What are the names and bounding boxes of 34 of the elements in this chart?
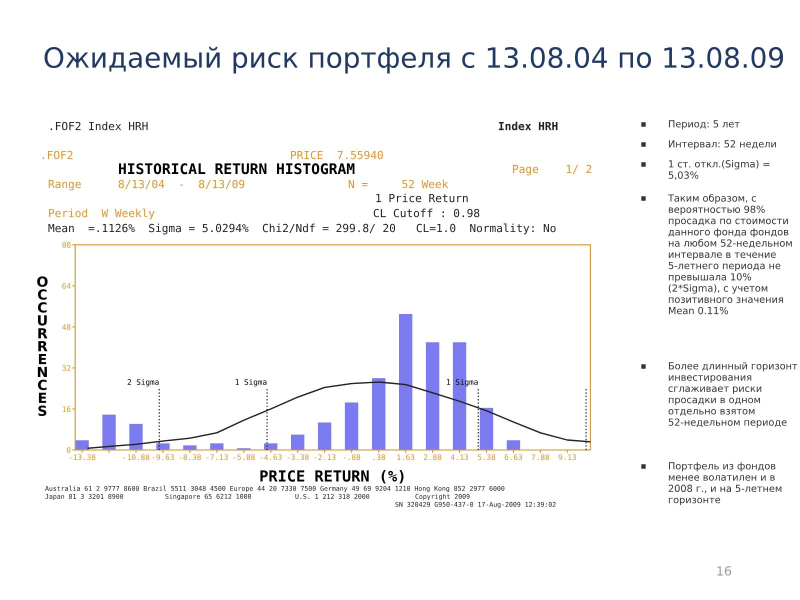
- text: OCCURRENCES: [37, 276, 48, 416]
- text: Index HRH: [498, 122, 558, 130]
- bar: [480, 408, 494, 450]
- text: 1 Price Return: [376, 194, 468, 202]
- x-axis-title: PRICE RETURN (%): [260, 470, 404, 484]
- text: CL Cutoff : 0.98: [374, 208, 480, 218]
- line-series: [87, 381, 590, 449]
- text: N = 52 Week: [348, 180, 448, 188]
- bar: [372, 378, 386, 450]
- text: 8/13/04 - 8/13/09: [118, 180, 244, 190]
- text: 1 ст. откл.(Sigma) = 5,03%: [668, 160, 770, 180]
- text: .FOF2: [42, 150, 73, 160]
- bar: [344, 402, 358, 450]
- text: PRICE 7.55940: [291, 150, 383, 160]
- text: Интервал: 52 недели: [668, 140, 776, 150]
- text: Page 1/ 2: [513, 164, 592, 176]
- bar: [398, 314, 412, 450]
- bar: [506, 440, 520, 450]
- text: Период: 5 лет: [668, 120, 740, 130]
- bar: [318, 422, 332, 450]
- text: Mean =.1126% Sigma = 5.0294% Chi2/Ndf = 299.8/ 20 CL=1.0 Normality: No: [48, 224, 556, 234]
- bar: [102, 414, 116, 450]
- bar: [290, 434, 304, 450]
- bar: [210, 443, 224, 450]
- text: 16: [717, 566, 732, 576]
- text: Более длинный горизонт инвестирования сглаживает риски просадки в одном отдельно взятом 52-недельном периоде: [668, 362, 798, 428]
- text: .FOF2 Index HRH: [50, 122, 148, 130]
- bar: [426, 342, 440, 450]
- chart-title: Ожидаемый риск портфеля с 13.08.04 по 13.08.09: [44, 46, 784, 74]
- text: Портфель из фондов менее волатилен и в 2008 г., и на 5-летнем горизонте: [668, 462, 782, 506]
- text: Таким образом, с вероятностью 98% просадка по стоимости данного фонда фондов на любом 52-недельном интервале в течение 5-летнего периода не превышала 10% (2*Sigma), с учетом позитивного значения Mean 0.11%: [668, 194, 792, 314]
- text: Period W Weekly: [49, 208, 155, 220]
- chart-subtitle: HISTORICAL RETURN HISTOGRAM: [118, 163, 354, 174]
- text: Range: [48, 180, 81, 190]
